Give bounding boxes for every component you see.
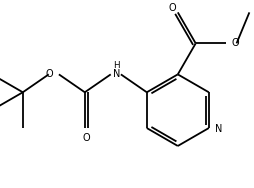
Text: O: O xyxy=(46,69,53,79)
Text: O: O xyxy=(169,3,177,13)
Text: O: O xyxy=(231,38,239,48)
Text: H: H xyxy=(113,61,120,70)
Text: O: O xyxy=(82,133,90,143)
Text: N: N xyxy=(113,69,120,79)
Text: N: N xyxy=(215,124,222,134)
